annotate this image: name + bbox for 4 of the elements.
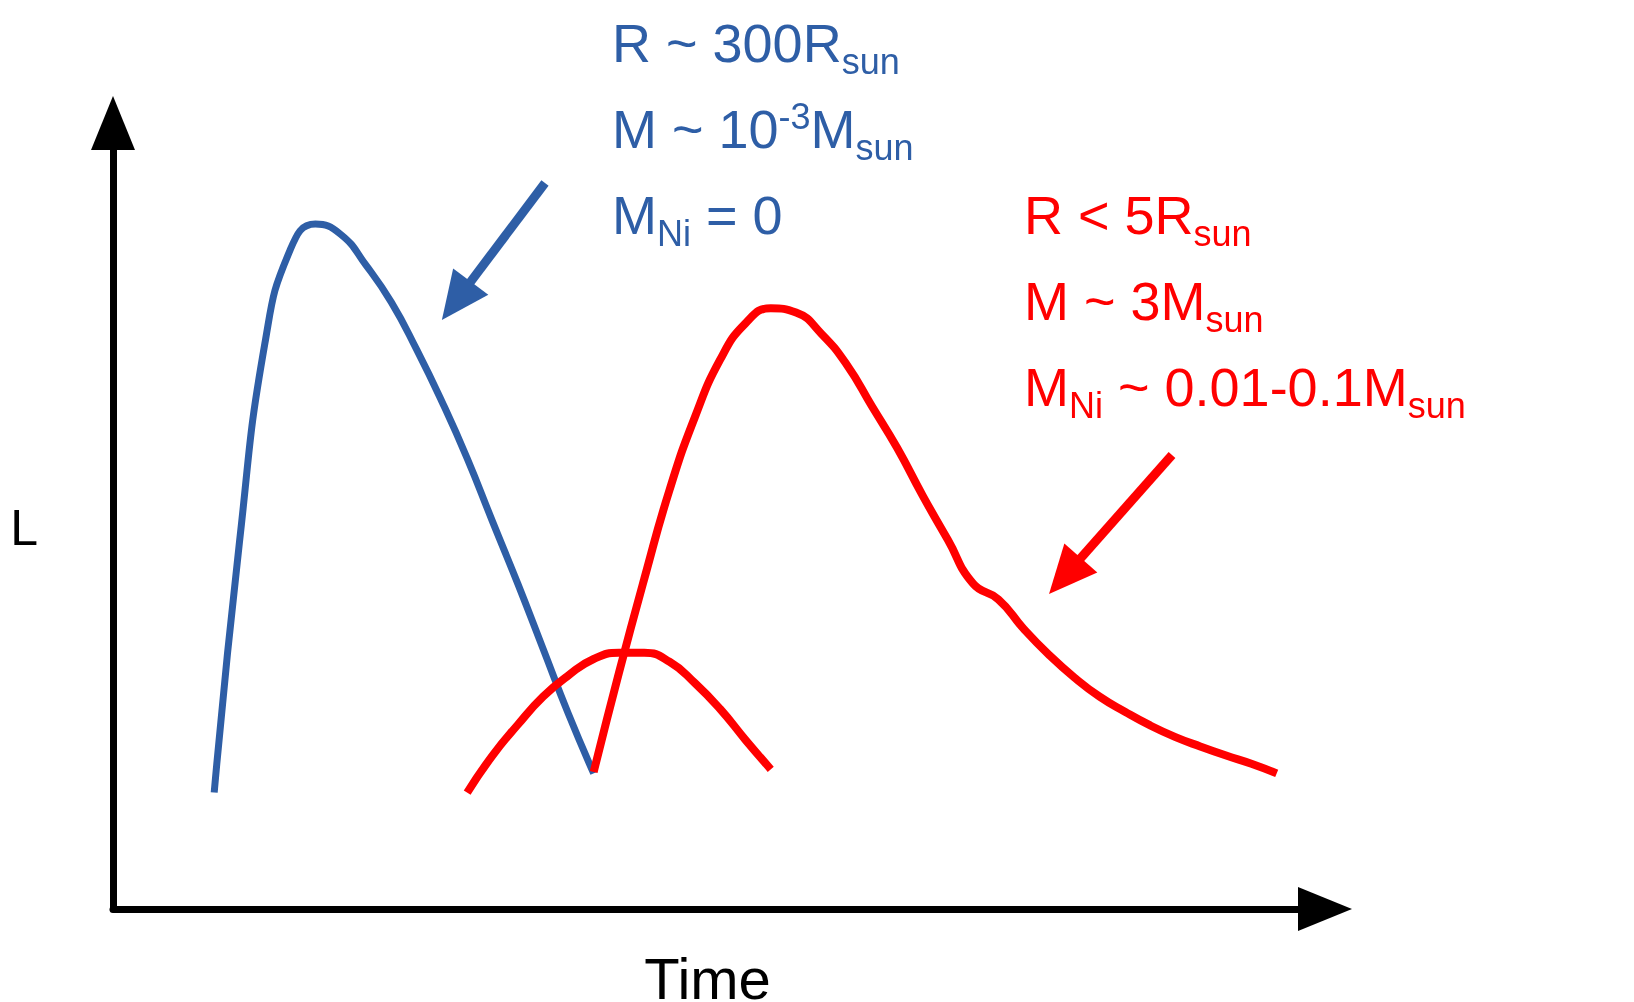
text: R < 5R$_{sun}$ M ~ 3M$_{sun}$ M$_{Ni}$ ~ 0.01-0.1M$_{sun}$ — [1024, 185, 1466, 426]
y-axis-title: L — [10, 499, 38, 556]
text: R ~ 300R$_{sun}$ M ~ 10$^{-3}$M$_{sun}$ M$_{Ni}$ = 0 — [612, 13, 914, 254]
x-axis-title: Time — [644, 945, 771, 1002]
